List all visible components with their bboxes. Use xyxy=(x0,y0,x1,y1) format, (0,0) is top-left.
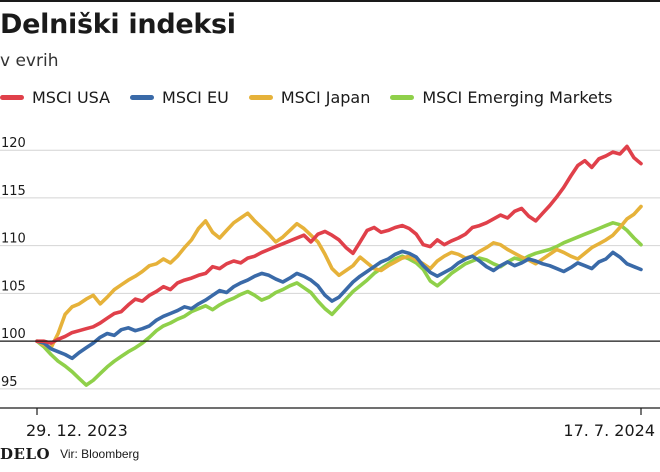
legend-item-msci-eu: MSCI EU xyxy=(130,88,229,107)
y-tick-label-105: 105 xyxy=(1,279,26,294)
legend-item-msci-japan: MSCI Japan xyxy=(248,87,371,107)
legend-label-msci-japan: MSCI Japan xyxy=(280,87,371,107)
series-layer xyxy=(35,144,643,387)
y-tick-label-115: 115 xyxy=(1,184,26,199)
chart-subtitle: v evrih xyxy=(0,51,59,71)
x-tick-label-start: 29. 12. 2023 xyxy=(26,421,128,440)
line-chart: 95 100 105 110 115 120 29. 12. 2023 17. 7. 2024 xyxy=(0,136,660,440)
series-line-msci-usa xyxy=(35,144,643,345)
legend-swatch-msci-japan xyxy=(248,94,273,100)
y-tick-label-110: 110 xyxy=(1,232,26,247)
legend-swatch-msci-usa xyxy=(0,94,24,100)
series-line-msci-eu xyxy=(35,249,643,361)
axis-layer: 95 100 105 110 115 120 29. 12. 2023 17. 7. 2024 xyxy=(0,136,660,440)
series-line-msci-emerging-markets xyxy=(35,221,643,387)
legend-item-msci-em: MSCI Emerging Markets xyxy=(390,88,612,107)
legend: MSCI USA MSCI EU MSCI Japan MSCI Emergin… xyxy=(0,84,632,110)
top-rule xyxy=(0,0,660,2)
legend-label-msci-usa: MSCI USA xyxy=(32,87,111,107)
chart-title: Delniški indeksi xyxy=(0,9,236,40)
legend-swatch-msci-eu xyxy=(130,94,155,100)
x-tick-label-end: 17. 7. 2024 xyxy=(563,421,655,440)
delo-logo: DELO xyxy=(0,445,51,463)
legend-label-msci-eu: MSCI EU xyxy=(162,87,229,107)
legend-swatch-msci-em xyxy=(390,94,415,100)
footer: DELO Vir: Bloomberg xyxy=(0,445,139,463)
legend-item-msci-usa: MSCI USA xyxy=(0,88,110,107)
legend-label-msci-em: MSCI Emerging Markets xyxy=(422,87,613,107)
y-tick-label-95: 95 xyxy=(1,375,18,390)
series-line-msci-japan xyxy=(35,204,643,350)
y-tick-label-120: 120 xyxy=(1,136,26,151)
source-note: Vir: Bloomberg xyxy=(60,447,140,461)
y-tick-label-100: 100 xyxy=(1,327,26,342)
